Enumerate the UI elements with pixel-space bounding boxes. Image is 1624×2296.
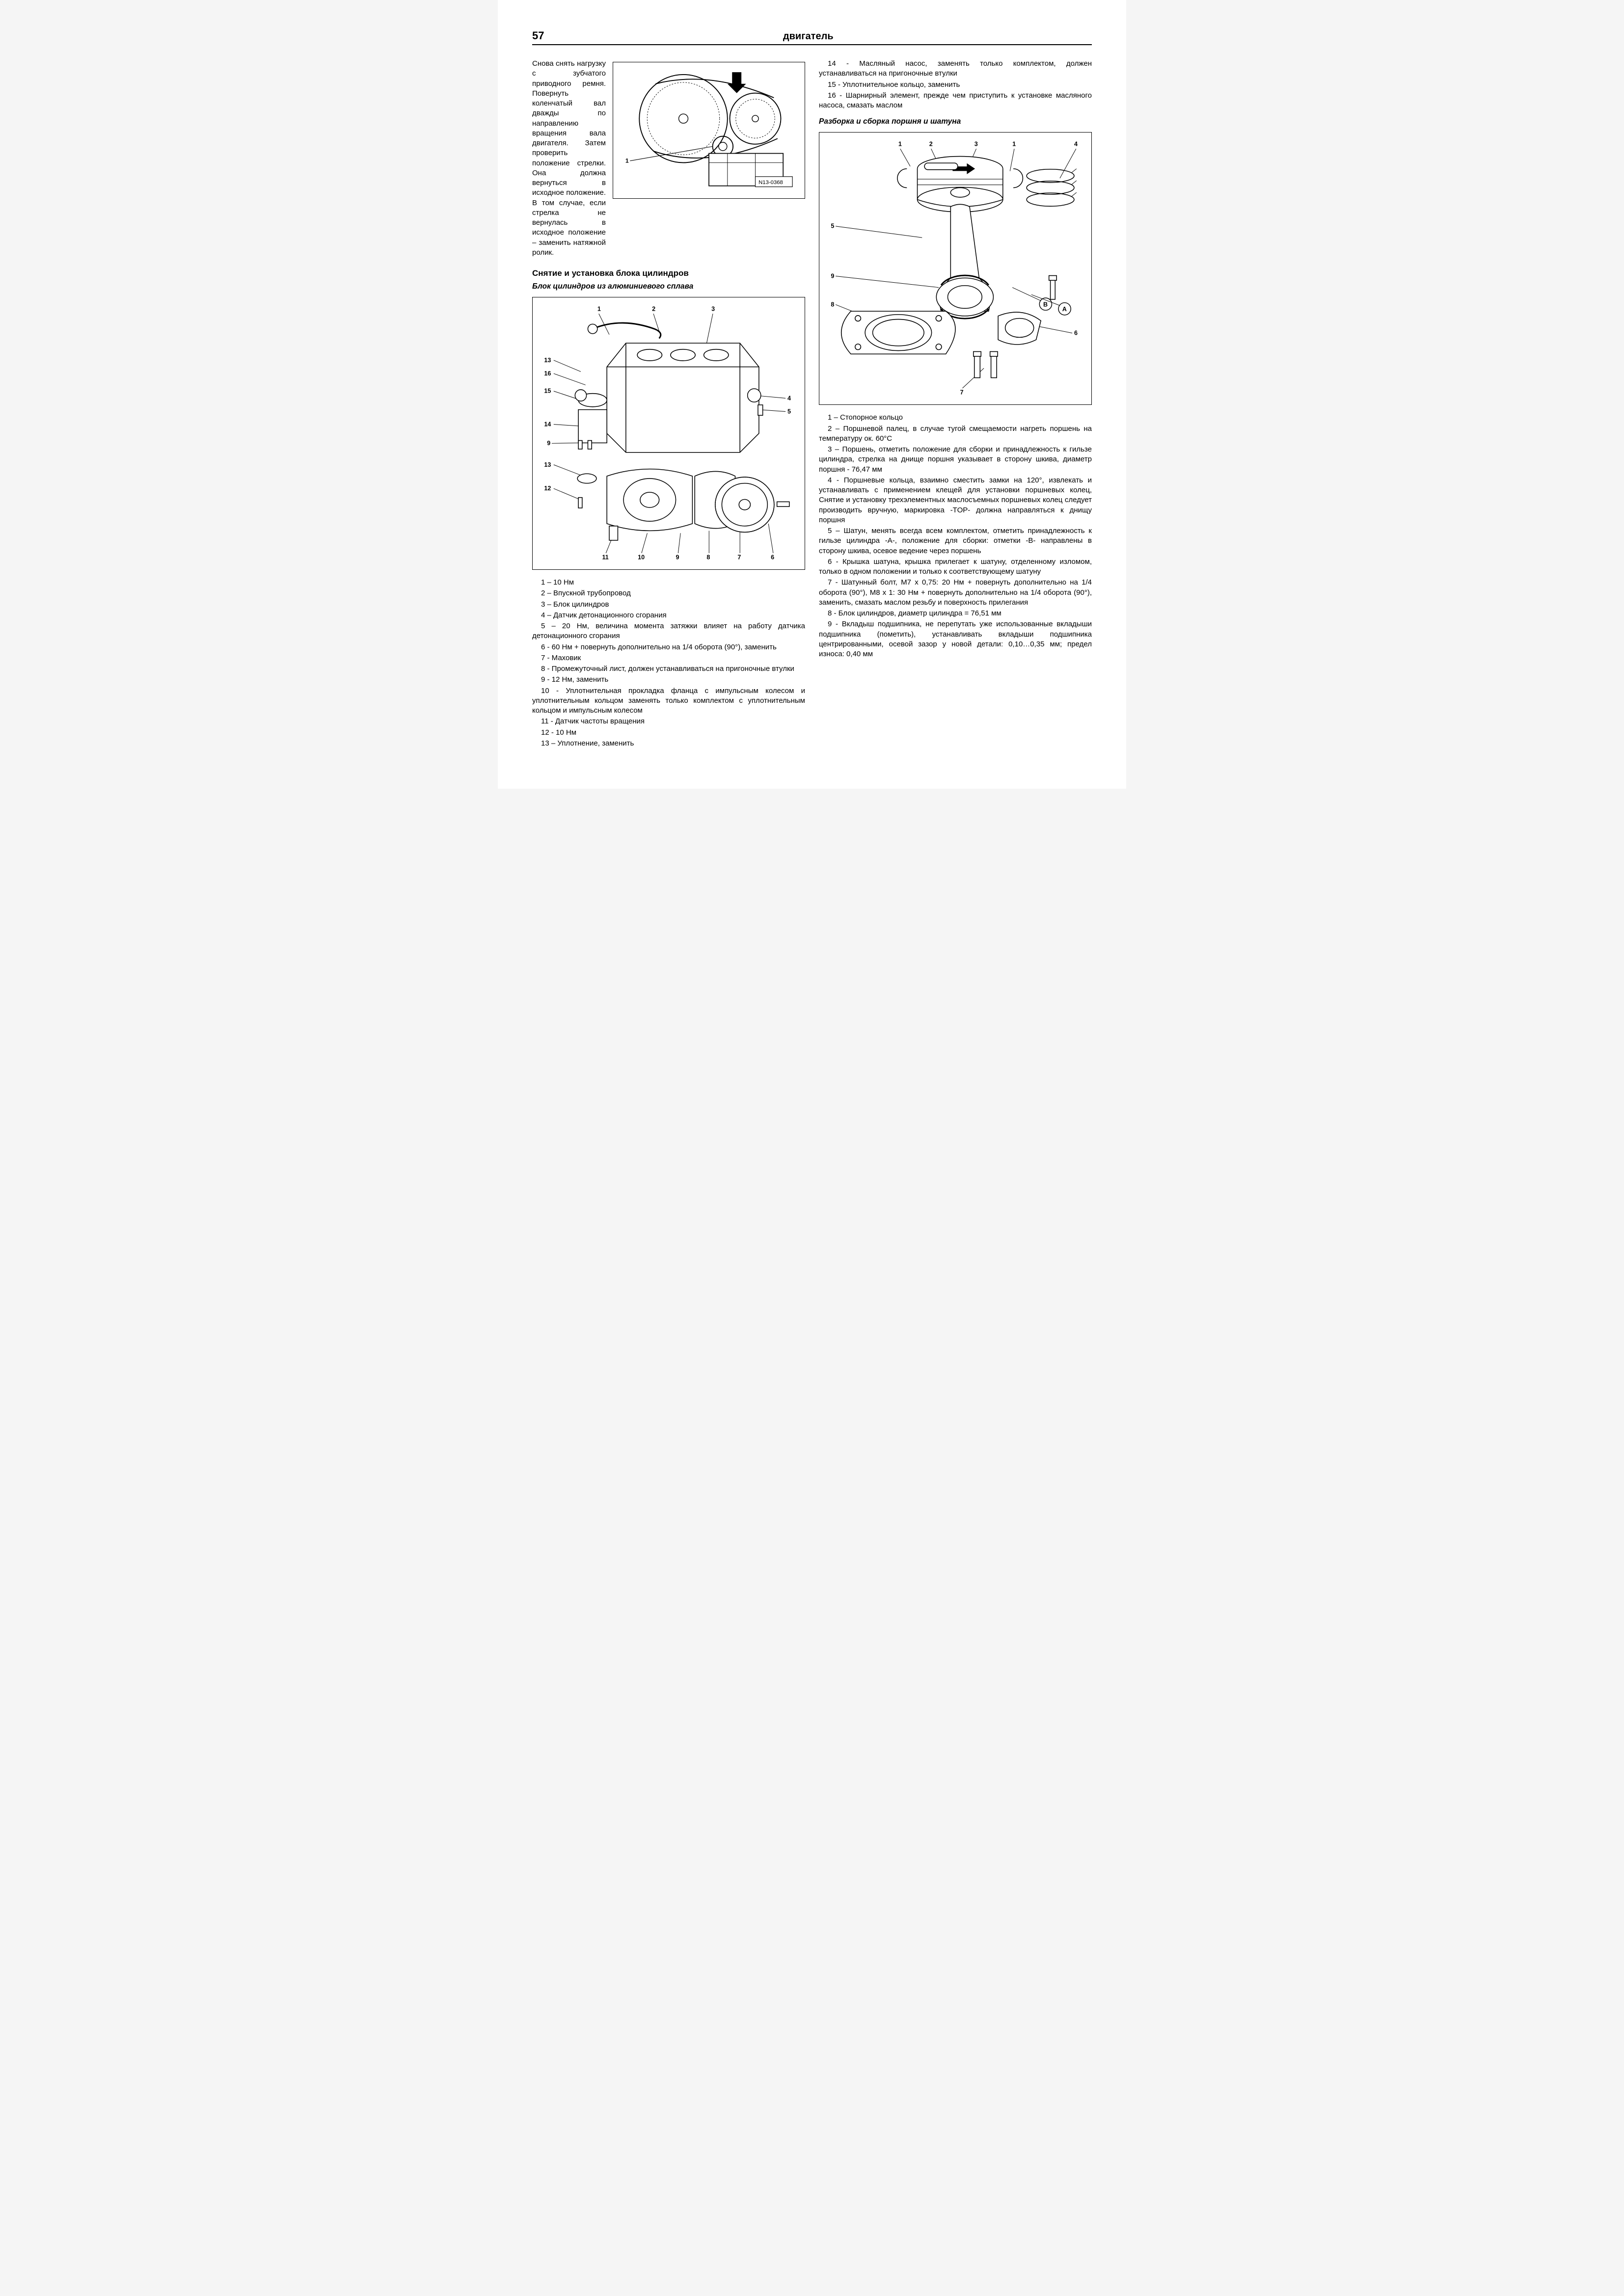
- figure-3-svg: 1 2 3 1 4 5 9 8 9 6 7 B: [822, 135, 1088, 401]
- svg-text:10: 10: [638, 554, 645, 561]
- svg-text:16: 16: [544, 370, 551, 377]
- list-item: 5 – Шатун, менять всегда всем комплектом…: [819, 526, 1092, 556]
- svg-text:6: 6: [1074, 330, 1078, 337]
- svg-text:15: 15: [544, 388, 551, 395]
- list-item: 8 - Блок цилиндров, диаметр цилиндра = 7…: [819, 609, 1092, 618]
- fig1-callout-1: 1: [625, 157, 629, 164]
- svg-text:6: 6: [771, 554, 774, 561]
- svg-text:3: 3: [974, 141, 978, 148]
- list-item: 8 - Промежуточный лист, должен устанавли…: [532, 664, 805, 674]
- list-item: 11 - Датчик частоты вращения: [532, 717, 805, 726]
- fig1-ref: N13-0368: [758, 180, 783, 186]
- svg-text:1: 1: [898, 141, 902, 148]
- svg-text:4: 4: [1074, 141, 1078, 148]
- svg-text:13: 13: [544, 357, 551, 364]
- svg-text:7: 7: [960, 389, 964, 396]
- svg-text:2: 2: [929, 141, 933, 148]
- list-item: 2 – Впускной трубопровод: [532, 588, 805, 598]
- svg-text:11: 11: [602, 554, 609, 561]
- list-item: 14 - Масляный насос, заменять только ком…: [819, 59, 1092, 79]
- figure-3: 1 2 3 1 4 5 9 8 9 6 7 B: [819, 132, 1092, 405]
- list-item: 12 - 10 Нм: [532, 728, 805, 738]
- page-header: 57 двигатель: [532, 29, 1092, 45]
- legend-right: 1 – Стопорное кольцо 2 – Поршневой палец…: [819, 413, 1092, 659]
- svg-text:3: 3: [711, 305, 715, 312]
- section-a-subtitle: Блок цилиндров из алюминиевого сплава: [532, 282, 805, 291]
- list-item: 5 – 20 Нм, величина момента затяжки влия…: [532, 621, 805, 641]
- list-item: 1 – 10 Нм: [532, 578, 805, 587]
- section-a-title: Снятие и установка блока цилиндров: [532, 268, 805, 278]
- svg-text:9: 9: [831, 273, 834, 280]
- section-b-title: Разборка и сборка поршня и шатуна: [819, 117, 1092, 126]
- intro-paragraph: Снова снять нагрузку с зубчатого приводн…: [532, 59, 606, 258]
- page-number: 57: [532, 29, 544, 42]
- intro-text: Снова снять нагрузку с зубчатого приводн…: [532, 59, 606, 258]
- svg-text:B: B: [1043, 301, 1048, 308]
- svg-text:5: 5: [831, 223, 834, 230]
- list-item: 4 – Датчик детонационного сгорания: [532, 611, 805, 620]
- list-item: 4 - Поршневые кольца, взаимно сместить з…: [819, 476, 1092, 525]
- svg-text:14: 14: [544, 421, 551, 427]
- list-item: 6 - 60 Нм + повернуть дополнительно на 1…: [532, 642, 805, 652]
- svg-text:8: 8: [831, 301, 834, 308]
- svg-text:1: 1: [1012, 141, 1016, 148]
- page: 57 двигатель Снова снять нагрузку с зубч…: [498, 0, 1126, 789]
- list-item: 10 - Уплотнительная прокладка фланца с и…: [532, 686, 805, 716]
- list-item: 7 - Шатунный болт, M7 x 0,75: 20 Нм + по…: [819, 578, 1092, 608]
- svg-text:12: 12: [544, 485, 551, 492]
- list-item: 6 - Крышка шатуна, крышка прилегает к ша…: [819, 557, 1092, 577]
- svg-text:1: 1: [597, 305, 601, 312]
- legend-right-top: 14 - Масляный насос, заменять только ком…: [819, 59, 1092, 110]
- legend-left: 1 – 10 Нм 2 – Впускной трубопровод 3 – Б…: [532, 578, 805, 748]
- svg-text:2: 2: [652, 305, 655, 312]
- svg-text:7: 7: [737, 554, 741, 561]
- svg-text:13: 13: [544, 461, 551, 468]
- left-column: Снова снять нагрузку с зубчатого приводн…: [532, 59, 805, 749]
- svg-text:9: 9: [547, 440, 550, 447]
- right-column: 14 - Масляный насос, заменять только ком…: [819, 59, 1092, 749]
- list-item: 7 - Маховик: [532, 653, 805, 663]
- list-item: 3 – Поршень, отметить положение для сбор…: [819, 445, 1092, 475]
- list-item: 3 – Блок цилиндров: [532, 600, 805, 610]
- list-item: 1 – Стопорное кольцо: [819, 413, 1092, 423]
- list-item: 15 - Уплотнительное кольцо, заменить: [819, 80, 1092, 90]
- list-item: 9 - 12 Нм, заменить: [532, 675, 805, 685]
- svg-text:4: 4: [787, 395, 791, 401]
- list-item: 9 - Вкладыш подшипника, не перепутать уж…: [819, 619, 1092, 659]
- svg-text:5: 5: [787, 408, 791, 415]
- header-title: двигатель: [544, 31, 1072, 42]
- figure-1-wrap: 1 N13-0368: [613, 59, 805, 258]
- figure-2-svg: 1 2 3 13 16 15 14 9 13 12 4 5: [536, 300, 802, 566]
- svg-text:A: A: [1062, 306, 1067, 313]
- intro-row: Снова снять нагрузку с зубчатого приводн…: [532, 59, 805, 258]
- figure-1-svg: 1 N13-0368: [616, 65, 802, 195]
- svg-text:8: 8: [706, 554, 710, 561]
- list-item: 2 – Поршневой палец, в случае тугой смещ…: [819, 424, 1092, 444]
- list-item: 16 - Шарнирный элемент, прежде чем прист…: [819, 91, 1092, 111]
- figure-1: 1 N13-0368: [613, 62, 805, 199]
- figure-2: 1 2 3 13 16 15 14 9 13 12 4 5: [532, 297, 805, 570]
- list-item: 13 – Уплотнение, заменить: [532, 739, 805, 748]
- svg-text:9: 9: [676, 554, 679, 561]
- two-column-layout: Снова снять нагрузку с зубчатого приводн…: [532, 59, 1092, 749]
